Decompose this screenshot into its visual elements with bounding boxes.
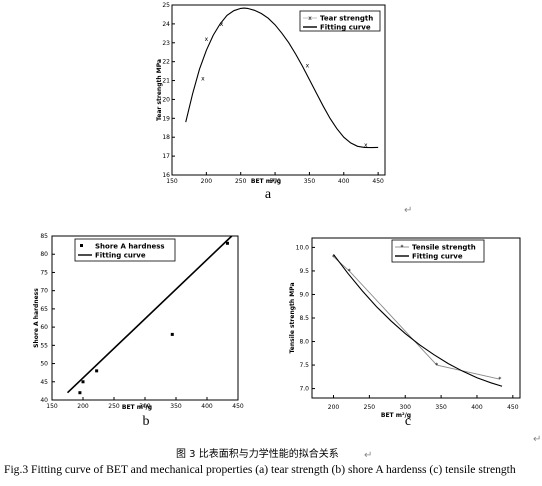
data-point-b [95, 369, 99, 373]
paragraph-mark: ↵ [364, 450, 372, 461]
fitting-curve-line-b [66, 235, 233, 394]
x-tick-label-b: 450 [232, 403, 244, 410]
data-point-c: * [332, 254, 335, 261]
y-tick-label-c: 10.0 [296, 244, 310, 251]
x-tick-label-b: 200 [77, 403, 89, 410]
x-tick-label-b: 250 [108, 403, 120, 410]
legend-label-c: Tensile strength [412, 244, 476, 252]
legend-label-b: Shore A hardness [95, 243, 165, 251]
legend-marker-b [80, 244, 83, 247]
y-tick-label-b: 85 [40, 233, 48, 240]
x-tick-label-a: 250 [235, 178, 247, 185]
y-tick-label-c: 7.0 [299, 386, 309, 393]
fitting-curve-line-c [333, 254, 503, 387]
data-point-c: * [498, 376, 501, 383]
caption-english: Fig.3 Fitting curve of BET and mechanica… [4, 463, 516, 476]
y-tick-label-b: 50 [40, 361, 48, 368]
data-point-b [170, 332, 174, 336]
data-point-a: x [201, 76, 205, 83]
y-tick-label-c: 7.5 [299, 362, 309, 369]
paragraph-mark: ↵ [533, 434, 541, 445]
x-axis-label-c: BET m²/g [381, 412, 411, 419]
paragraph-mark: ↵ [404, 205, 412, 216]
y-tick-label-b: 65 [40, 306, 48, 313]
x-tick-label-a: 300 [269, 178, 281, 185]
legend-box-a [299, 10, 381, 32]
panel-label-c: c [405, 414, 411, 429]
legend-marker-c: * [401, 244, 404, 251]
x-axis-label-a: BET m²/g [251, 178, 281, 185]
x-tick-label-c: 250 [364, 404, 376, 411]
legend-box-b [74, 238, 176, 262]
fitting-curve-line-a [185, 7, 379, 149]
y-tick-label-b: 45 [40, 379, 48, 386]
legend-label-a: Tear strength [320, 15, 373, 23]
x-tick-label-b: 300 [139, 403, 151, 410]
x-axis-label-b: BET m²/g [122, 404, 152, 411]
y-tick-label-c: 9.0 [299, 291, 309, 298]
data-point-a: x [220, 21, 224, 28]
x-tick-label-c: 350 [435, 404, 447, 411]
x-tick-label-a: 350 [304, 178, 316, 185]
y-tick-label-a: 21 [162, 78, 170, 85]
y-tick-label-a: 25 [162, 2, 170, 9]
legend-marker-a: x [308, 15, 312, 22]
y-tick-label-a: 19 [162, 115, 170, 122]
y-tick-label-a: 17 [162, 153, 170, 160]
y-axis-label-b: Shore A hardness [33, 288, 40, 348]
data-series-line-c [333, 256, 501, 380]
data-point-c: * [348, 268, 351, 275]
x-tick-label-a: 450 [372, 178, 384, 185]
x-tick-label-c: 400 [471, 404, 483, 411]
y-tick-label-a: 23 [162, 40, 170, 47]
data-point-a: x [306, 62, 310, 69]
data-point-b [225, 241, 229, 245]
legend-label-c: Fitting curve [412, 253, 463, 261]
x-tick-label-c: 450 [507, 404, 519, 411]
y-tick-label-c: 8.5 [299, 315, 309, 322]
x-tick-label-a: 200 [201, 178, 213, 185]
caption-chinese: 图 3 比表面积与力学性能的拟合关系 [176, 449, 339, 460]
y-axis-label-a: Tear strength MPa [156, 59, 163, 121]
legend-label-b: Fitting curve [95, 252, 146, 260]
y-tick-label-a: 20 [162, 96, 170, 103]
data-point-a: x [205, 36, 209, 43]
y-tick-label-b: 40 [40, 397, 48, 404]
y-axis-label-c: Tensile strength MPa [289, 283, 296, 354]
x-tick-label-b: 400 [201, 403, 213, 410]
y-tick-label-b: 75 [40, 269, 48, 276]
y-tick-label-a: 22 [162, 59, 170, 66]
x-tick-label-a: 400 [338, 178, 350, 185]
x-tick-label-c: 200 [328, 404, 340, 411]
data-point-a: x [364, 142, 368, 149]
legend-label-a: Fitting curve [320, 24, 371, 32]
panel-label-b: b [143, 414, 150, 429]
y-tick-label-b: 80 [40, 251, 48, 258]
y-tick-label-c: 9.5 [299, 268, 309, 275]
plot-frame-a [171, 4, 386, 176]
x-tick-label-c: 300 [400, 404, 412, 411]
y-tick-label-a: 16 [162, 172, 170, 179]
data-point-b [78, 391, 82, 395]
x-tick-label-a: 150 [166, 178, 178, 185]
panel-label-a: a [265, 187, 272, 202]
x-tick-label-b: 150 [46, 403, 58, 410]
y-tick-label-a: 18 [162, 134, 170, 141]
y-tick-label-b: 55 [40, 342, 48, 349]
y-tick-label-a: 24 [162, 21, 170, 28]
y-tick-label-b: 70 [40, 288, 48, 295]
data-point-b [81, 380, 85, 384]
legend-box-c [391, 239, 485, 263]
y-tick-label-b: 60 [40, 324, 48, 331]
x-tick-label-b: 350 [170, 403, 182, 410]
y-tick-label-c: 8.0 [299, 339, 309, 346]
data-point-c: * [435, 362, 438, 369]
